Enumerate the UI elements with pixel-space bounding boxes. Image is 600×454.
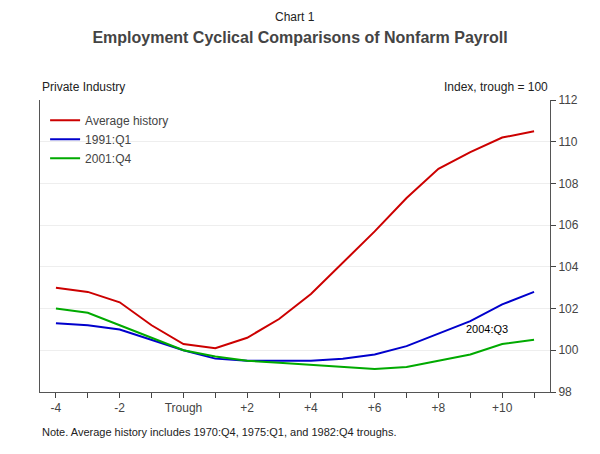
svg-text:Private Industry: Private Industry	[42, 80, 125, 94]
svg-text:Note. Average history includes: Note. Average history includes 1970:Q4, …	[42, 426, 396, 438]
svg-text:-4: -4	[51, 401, 62, 415]
svg-text:+8: +8	[432, 401, 446, 415]
svg-text:112: 112	[558, 93, 577, 107]
svg-text:104: 104	[558, 260, 578, 274]
svg-text:Employment Cyclical Comparison: Employment Cyclical Comparisons of Nonfa…	[92, 29, 507, 46]
svg-text:+4: +4	[304, 401, 318, 415]
svg-text:+10: +10	[492, 401, 513, 415]
svg-text:Trough: Trough	[165, 401, 203, 415]
svg-text:-2: -2	[114, 401, 125, 415]
svg-text:106: 106	[558, 218, 578, 232]
svg-text:Average history: Average history	[85, 114, 168, 128]
svg-text:1991:Q1: 1991:Q1	[85, 133, 131, 147]
svg-text:2004:Q3: 2004:Q3	[466, 323, 508, 335]
svg-text:+2: +2	[240, 401, 254, 415]
svg-text:102: 102	[558, 302, 578, 316]
svg-text:Chart 1: Chart 1	[275, 10, 315, 24]
svg-text:98: 98	[558, 385, 572, 399]
svg-text:110: 110	[558, 135, 577, 149]
svg-text:+6: +6	[368, 401, 382, 415]
svg-text:108: 108	[558, 177, 578, 191]
svg-text:2001:Q4: 2001:Q4	[85, 152, 131, 166]
svg-text:Index, trough = 100: Index, trough = 100	[444, 80, 548, 94]
svg-text:100: 100	[558, 343, 578, 357]
